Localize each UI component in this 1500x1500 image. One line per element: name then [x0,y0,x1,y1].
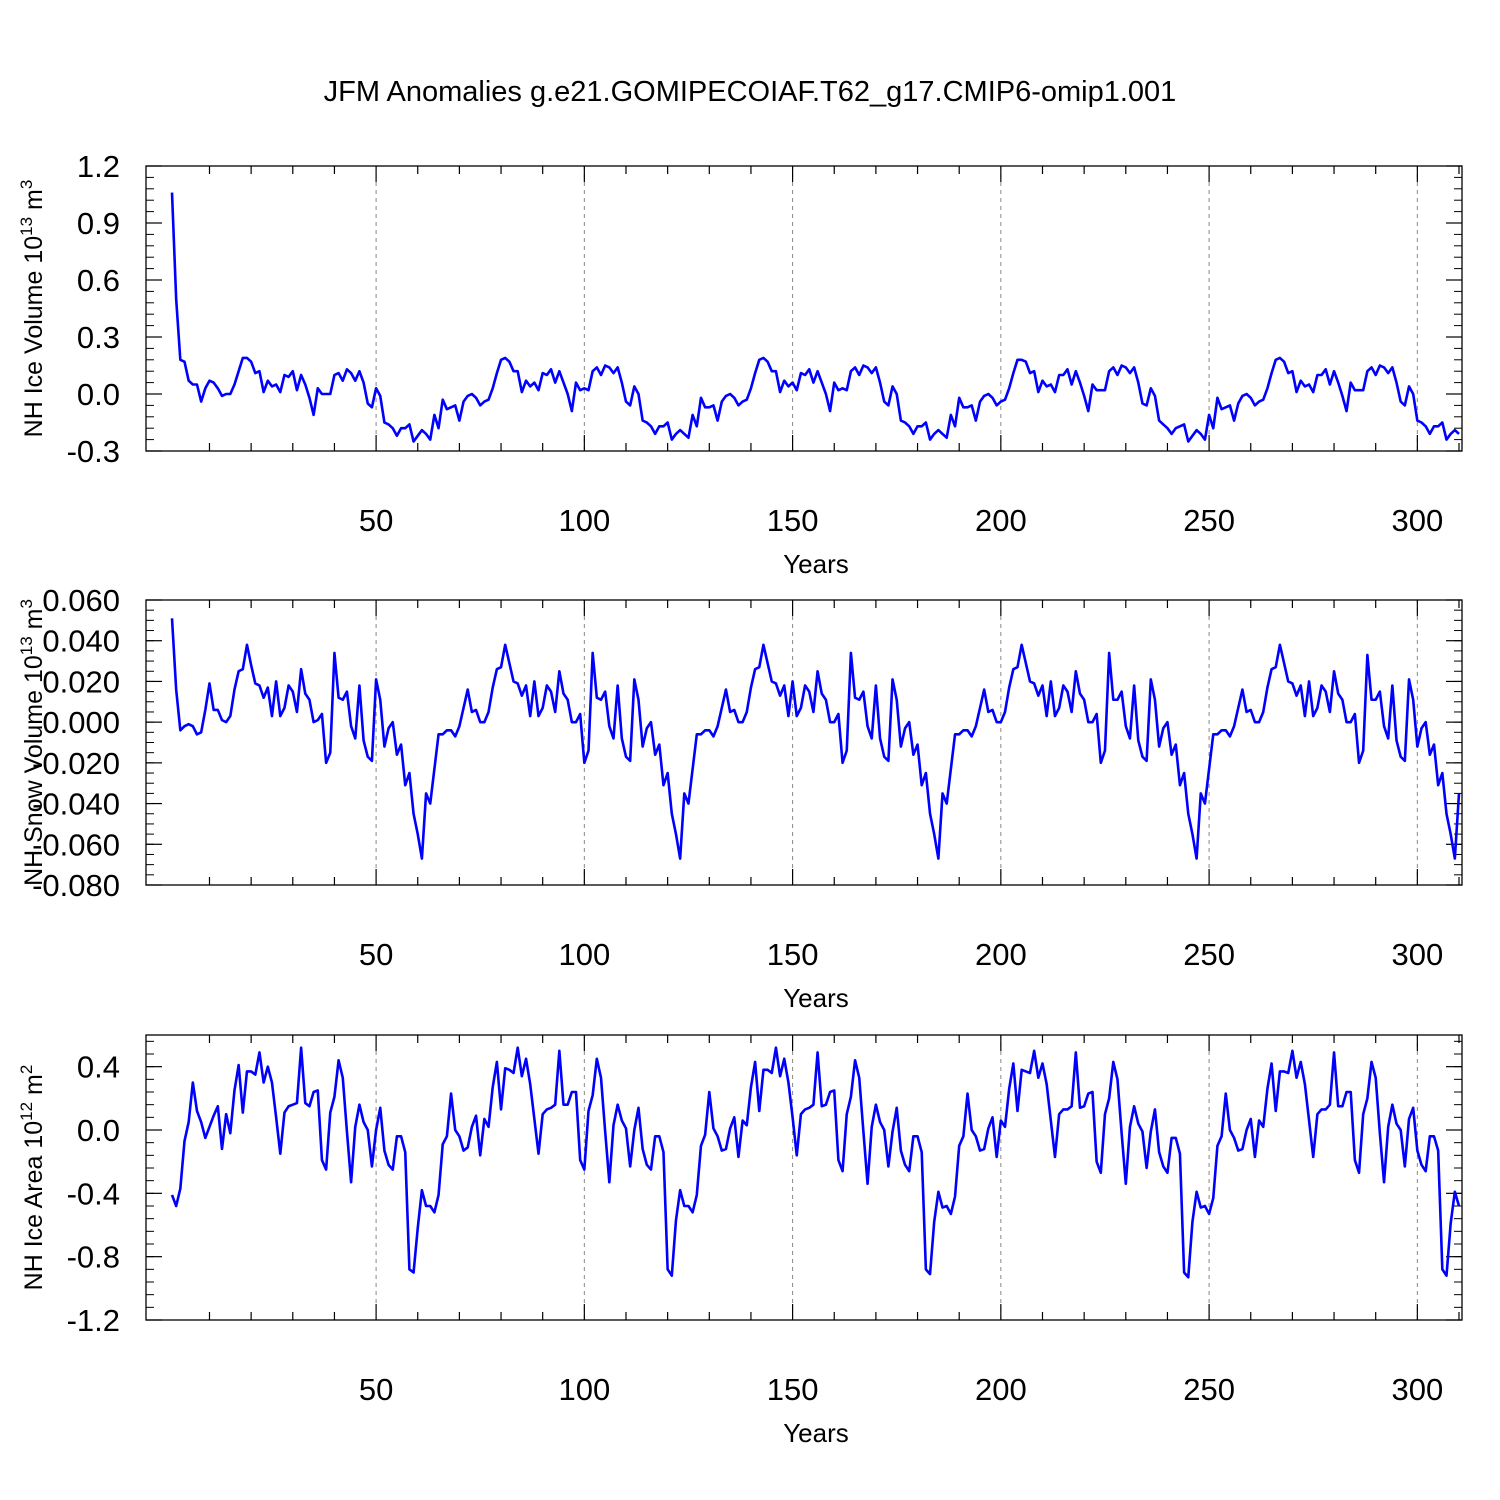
panel-ice-area: 50 100 150 200 250 300 Years -1.2 -0.8 -0.4 0.0 0.4… [17,1034,1463,1448]
x-tick-label: 50 [359,937,393,972]
x-tick-label: 150 [767,503,819,538]
x-tick-label: 300 [1391,503,1443,538]
plot-frame [145,165,1463,452]
x-axis-label: Years [783,549,849,579]
y-tick-label: 0.040 [42,624,120,659]
x-tick-label: 100 [558,937,610,972]
series-line [170,192,1460,443]
y-axis-label: NH Snow Volume 1013 m3 [17,599,48,886]
x-axis-label: Years [783,1418,849,1448]
y-tick-label: 0.9 [77,206,120,241]
series-line [170,618,1461,860]
y-tick-label: -0.080 [32,868,120,903]
y-axis-label-main: NH Ice Volume 10 [20,236,48,438]
y-tick-label: -0.3 [67,434,120,469]
y-tick-label: -1.2 [67,1303,120,1338]
y-tick-label: 0.0 [77,1113,120,1148]
y-axis-label-exponent: 13 [17,636,36,655]
y-tick-label: 0.4 [77,1050,120,1085]
series-line [170,1046,1461,1279]
y-axis-label-unit: m [20,609,48,637]
y-tick-label: -0.020 [32,746,120,781]
x-tick-label: 250 [1183,937,1235,972]
figure-title: JFM Anomalies g.e21.GOMIPECOIAF.T62_g17.… [323,76,1177,108]
x-tick-label: 250 [1183,503,1235,538]
y-axis-label-main: NH Ice Area 10 [20,1121,48,1291]
x-tick-label: 100 [558,1372,610,1407]
x-tick-label: 250 [1183,1372,1235,1407]
x-tick-label: 200 [975,937,1027,972]
y-axis-label: NH Ice Volume 1013 m3 [17,180,48,438]
y-tick-label: 0.3 [77,320,120,355]
y-axis-label-unit: m [20,189,48,217]
plot-frame [145,1034,1463,1321]
y-axis-label-main: NH Snow Volume 10 [20,655,48,886]
y-tick-label: -0.8 [67,1240,120,1275]
y-tick-label: 1.2 [77,149,120,184]
x-tick-label: 200 [975,1372,1027,1407]
y-tick-label: 0.020 [42,664,120,699]
plot-frame [145,599,1463,886]
x-tick-label: 200 [975,503,1027,538]
y-tick-label: -0.4 [67,1176,120,1211]
x-tick-label: 100 [558,503,610,538]
x-tick-label: 150 [767,1372,819,1407]
x-tick-label: 50 [359,503,393,538]
y-axis-label-exponent: 13 [17,217,36,236]
y-tick-label: 0.000 [42,705,120,740]
x-tick-label: 300 [1391,937,1443,972]
y-tick-label: -0.040 [32,787,120,822]
panel-snow-volume: 50 100 150 200 250 300 Years -0.080 -0.060 -0.040… [17,583,1463,1013]
x-tick-label: 150 [767,937,819,972]
x-tick-label: 50 [359,1372,393,1407]
y-tick-label: -0.060 [32,827,120,862]
y-axis-label-exponent: 3 [17,180,36,189]
y-axis-label-exponent: 2 [17,1065,36,1074]
y-tick-label: 0.0 [77,377,120,412]
y-tick-label: 0.060 [42,583,120,618]
x-axis-label: Years [783,983,849,1013]
x-tick-label: 300 [1391,1372,1443,1407]
y-axis-label-unit: m [20,1074,48,1102]
y-axis-label: NH Ice Area 1012 m2 [17,1065,48,1291]
y-axis-label-exponent: 12 [17,1102,36,1121]
y-axis-label-exponent: 3 [17,599,36,608]
y-tick-label: 0.6 [77,263,120,298]
panel-ice-volume: 50 100 150 200 250 300 Years -0.3 0.0 0.3 0.6 0.9 1.… [17,149,1463,579]
